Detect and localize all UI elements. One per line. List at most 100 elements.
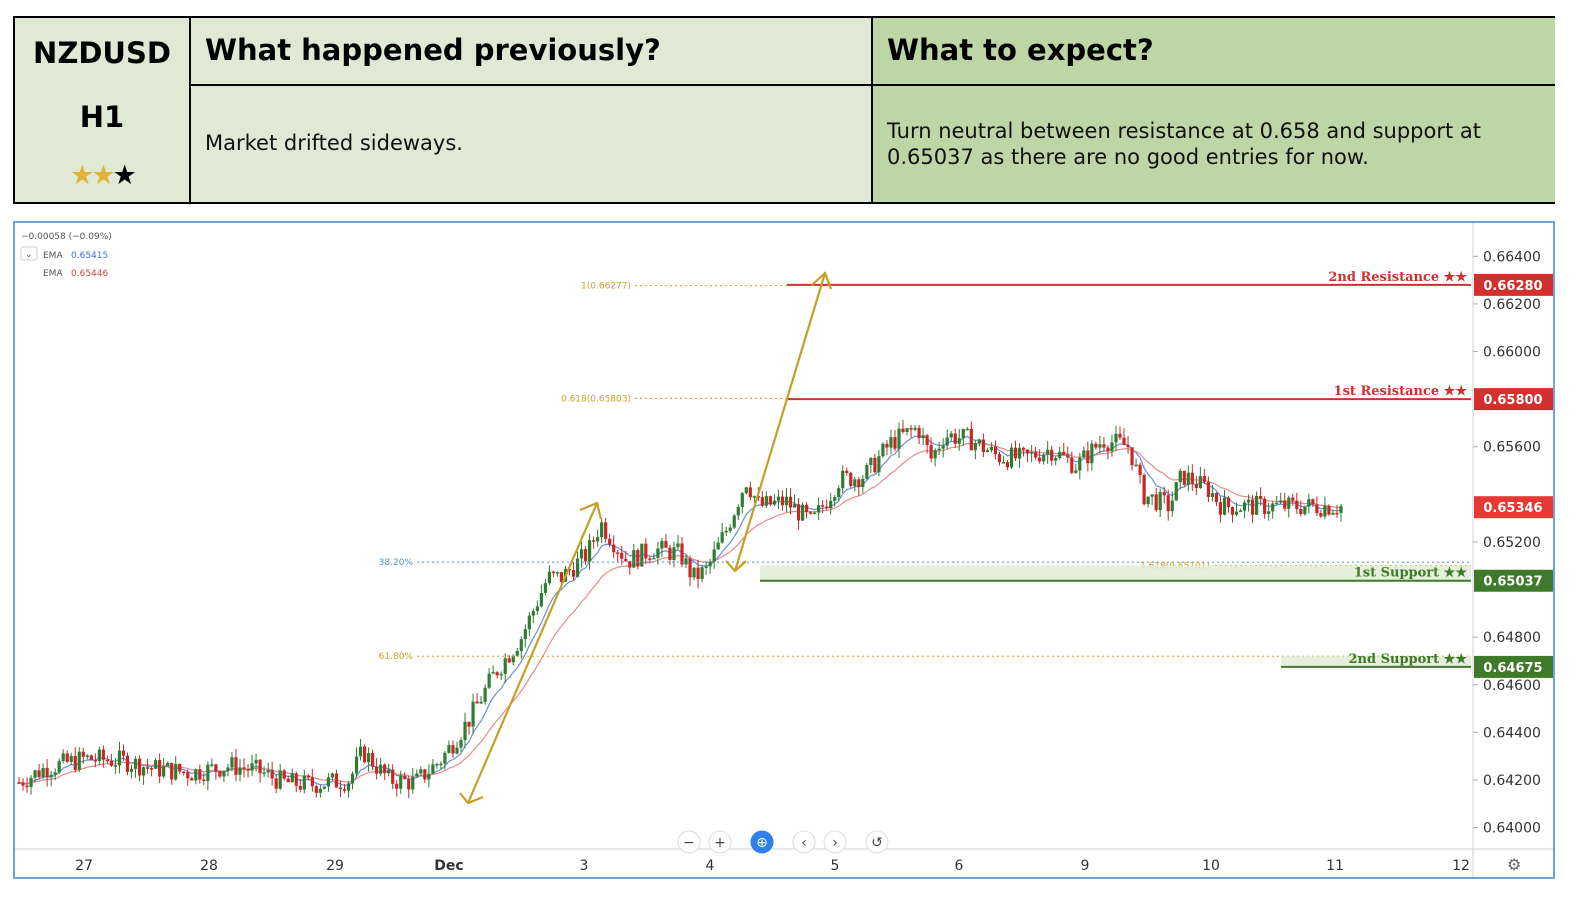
candle-body — [1242, 502, 1247, 511]
candle-body — [857, 479, 861, 488]
candle-body — [411, 776, 415, 790]
chart-control-button[interactable]: ‹ — [792, 830, 816, 854]
candle-body — [459, 740, 463, 748]
candle-body — [73, 756, 77, 770]
candle-body — [495, 672, 499, 676]
pair-cell: NZDUSD H1 ★★★ — [15, 18, 191, 202]
x-tick-label: Dec — [434, 858, 463, 874]
candle-body — [69, 756, 73, 762]
candle-body — [318, 788, 322, 793]
candle-body — [885, 443, 889, 448]
control-glyph-icon: ↺ — [871, 835, 883, 851]
candle-body — [310, 777, 314, 787]
candle-body — [507, 658, 511, 663]
candle-body — [1323, 505, 1327, 517]
candle-body — [764, 496, 768, 506]
candle-body — [407, 779, 411, 790]
candle-body — [443, 752, 447, 764]
previous-title: What happened previously? — [205, 33, 661, 67]
candle-body — [362, 746, 367, 763]
candle-body — [676, 543, 680, 548]
candle-body — [825, 506, 829, 509]
fib-level-label: 1(0.66277) — [581, 282, 631, 292]
gear-icon[interactable]: ⚙ — [1507, 855, 1521, 874]
candle-body — [796, 504, 801, 521]
candle-body — [993, 446, 998, 455]
arrow-head-1 — [579, 501, 603, 520]
x-tick-label: 11 — [1326, 858, 1344, 874]
current-price-tag — [1474, 496, 1553, 519]
candle-body — [1070, 457, 1074, 473]
arrow-tail-2 — [725, 560, 747, 573]
candle-body — [415, 773, 419, 777]
candle-body — [965, 428, 969, 431]
candle-body — [254, 759, 258, 764]
candle-body — [1021, 447, 1026, 450]
candle-body — [487, 673, 491, 688]
candle-body — [732, 515, 736, 528]
candle-body — [45, 768, 49, 778]
candle-body — [596, 537, 600, 542]
level-price-tag — [1474, 569, 1553, 592]
candle-body — [1246, 499, 1251, 503]
candle-body — [117, 750, 122, 766]
candle-body — [511, 655, 515, 663]
candle-body — [286, 778, 290, 783]
candle-body — [583, 549, 588, 562]
candle-body — [768, 496, 773, 505]
candle-body — [648, 558, 652, 560]
candle-body — [17, 782, 21, 784]
candle-body — [210, 764, 214, 766]
candle-body — [190, 778, 194, 781]
candle-body — [555, 572, 560, 574]
candle-body — [1339, 505, 1343, 513]
candle-body — [776, 496, 781, 501]
candle-body — [616, 552, 620, 554]
candle-body — [1009, 447, 1014, 468]
candle-body — [817, 505, 821, 513]
control-glyph-icon: + — [714, 835, 726, 851]
price-chart[interactable]: −0.00058 (−0.09%) ⌄ EMA 0.65415 EMA 0.65… — [13, 221, 1555, 879]
candle-body — [865, 465, 869, 479]
fib-level-label: 61.80% — [379, 652, 414, 662]
candle-body — [708, 561, 712, 567]
candle-body — [587, 540, 592, 562]
level-label: 1st Resistance ★★ — [1334, 384, 1468, 399]
y-tick-label: 0.66000 — [1483, 345, 1541, 361]
candle-body — [230, 757, 234, 768]
level-price-tag-text: 0.64675 — [1483, 661, 1542, 676]
candle-body — [1029, 451, 1034, 454]
x-tick-label: 28 — [200, 858, 218, 874]
candle-body — [238, 767, 242, 775]
candle-body — [961, 428, 965, 439]
candle-body — [150, 768, 154, 770]
chart-control-button[interactable]: ↺ — [865, 830, 889, 854]
chart-control-button[interactable]: − — [677, 830, 701, 854]
candle-body — [1230, 506, 1235, 515]
candle-body — [539, 592, 543, 607]
candle-body — [387, 769, 391, 774]
candle-body — [696, 567, 700, 579]
candle-body — [383, 764, 387, 774]
chart-canvas[interactable]: −0.00058 (−0.09%) ⌄ EMA 0.65415 EMA 0.65… — [15, 223, 1553, 877]
candle-body — [334, 773, 339, 788]
candle-body — [551, 571, 556, 574]
chart-control-button[interactable]: › — [823, 830, 847, 854]
arrow-head-2 — [811, 271, 833, 290]
candle-body — [41, 768, 45, 778]
ema-slow-label: EMA — [43, 269, 63, 279]
candle-body — [483, 687, 487, 702]
previous-header-cell: What happened previously? — [191, 18, 873, 86]
candle-body — [1259, 495, 1263, 499]
chart-control-button[interactable]: + — [708, 830, 732, 854]
x-tick-label: 12 — [1452, 858, 1470, 874]
candle-body — [471, 701, 475, 727]
candle-body — [989, 446, 994, 451]
chart-control-button[interactable]: ⊕ — [750, 830, 774, 854]
candle-body — [953, 433, 957, 444]
candle-body — [294, 773, 298, 786]
star-empty-icon: ★ — [112, 160, 137, 191]
candle-body — [467, 721, 471, 727]
candle-body — [1154, 494, 1158, 511]
legend-toggle-button[interactable] — [20, 246, 38, 261]
